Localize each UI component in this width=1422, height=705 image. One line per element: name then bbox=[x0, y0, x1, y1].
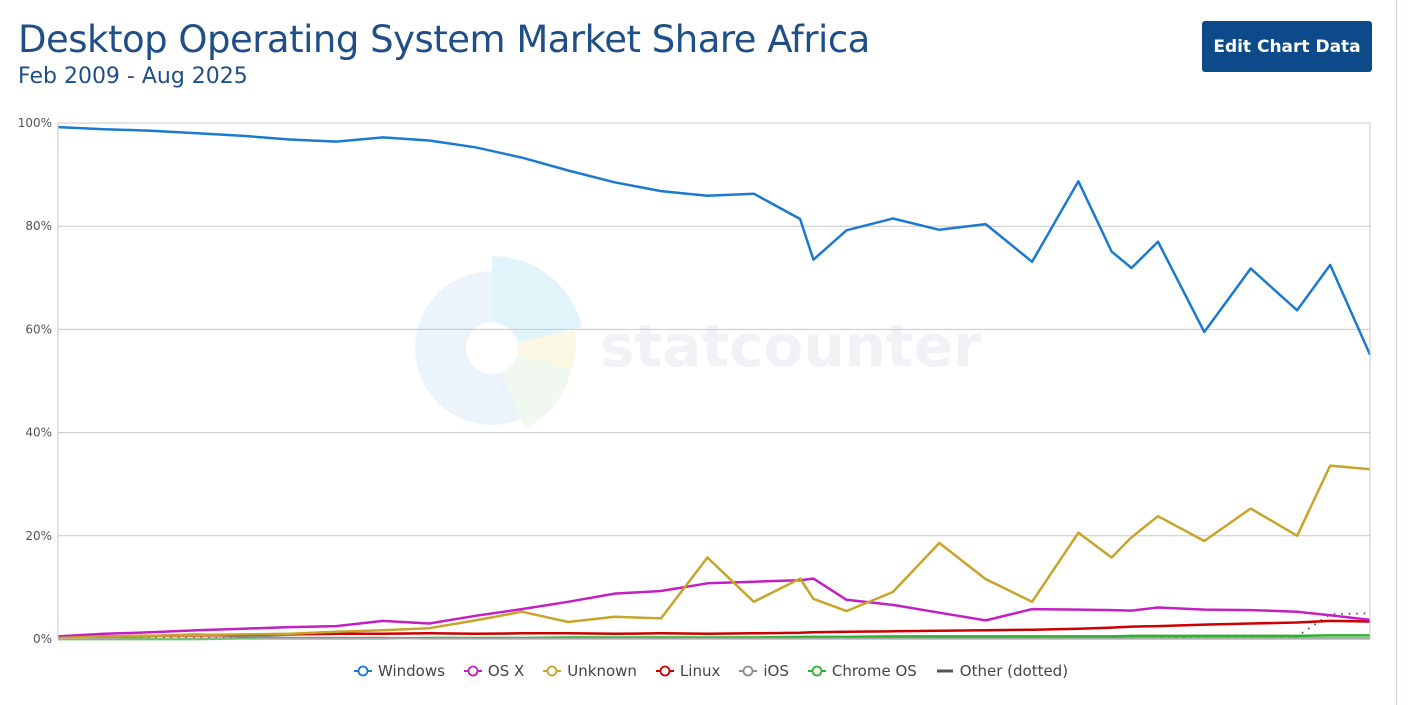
watermark-text: statcounter bbox=[600, 312, 982, 380]
chart-grid bbox=[58, 122, 1370, 640]
chart-legend: Windows OS X Unknown Linux iOS Chrome OS Other… bbox=[0, 658, 1422, 684]
y-tick-label: 60% bbox=[25, 322, 52, 336]
legend-item-chrome-os[interactable]: Chrome OS bbox=[807, 658, 917, 684]
legend-item-windows[interactable]: Windows bbox=[353, 658, 445, 684]
plot-area-frame bbox=[57, 122, 1371, 640]
y-tick-label: 40% bbox=[25, 426, 52, 440]
series-line-os-x[interactable] bbox=[57, 577, 1371, 638]
legend-marker-icon bbox=[739, 665, 758, 677]
legend-label: Other (dotted) bbox=[959, 662, 1069, 680]
y-tick-label: 20% bbox=[25, 529, 52, 543]
legend-marker-icon bbox=[936, 669, 953, 673]
statcounter-watermark: statcounter bbox=[415, 255, 982, 428]
legend-label: Linux bbox=[679, 662, 721, 680]
legend-label: iOS bbox=[763, 662, 789, 680]
legend-item-os-x[interactable]: OS X bbox=[463, 658, 525, 684]
y-axis-labels: 0% 20% 40% 60% 80% 100% bbox=[18, 116, 52, 646]
legend-label: OS X bbox=[487, 662, 525, 680]
legend-marker-icon bbox=[655, 665, 674, 677]
legend-label: Windows bbox=[377, 662, 445, 680]
legend-marker-icon bbox=[807, 665, 826, 677]
edit-chart-data-button[interactable]: Edit Chart Data bbox=[1202, 21, 1372, 72]
y-tick-label: 0% bbox=[33, 632, 52, 646]
y-tick-label: 80% bbox=[25, 219, 52, 233]
legend-label: Unknown bbox=[567, 662, 637, 680]
legend-marker-icon bbox=[463, 665, 482, 677]
y-tick-label: 100% bbox=[18, 116, 52, 130]
legend-item-unknown[interactable]: Unknown bbox=[543, 658, 637, 684]
legend-item-ios[interactable]: iOS bbox=[739, 658, 789, 684]
page-divider bbox=[1396, 0, 1397, 705]
chart-series bbox=[57, 125, 1372, 641]
series-line-windows[interactable] bbox=[57, 125, 1372, 356]
legend-item-other-dotted[interactable]: Other (dotted) bbox=[936, 658, 1068, 684]
chart-title: Desktop Operating System Market Share Af… bbox=[18, 18, 870, 61]
legend-label: Chrome OS bbox=[831, 662, 917, 680]
legend-item-linux[interactable]: Linux bbox=[655, 658, 721, 684]
chart-date-range: Feb 2009 - Aug 2025 bbox=[18, 64, 248, 89]
legend-marker-icon bbox=[353, 665, 372, 677]
legend-marker-icon bbox=[543, 665, 562, 677]
series-line-unknown[interactable] bbox=[57, 464, 1371, 640]
